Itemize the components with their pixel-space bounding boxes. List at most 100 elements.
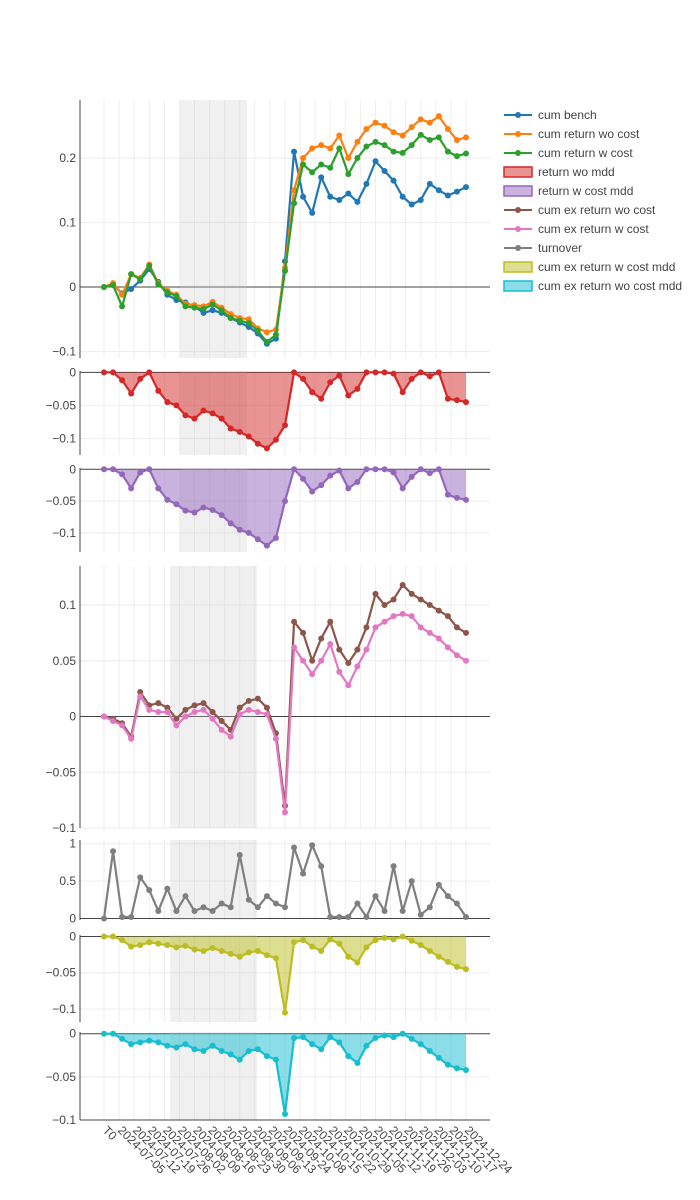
data-point <box>164 1042 171 1049</box>
legend-item[interactable]: cum ex return w cost <box>504 222 649 236</box>
data-point <box>263 1053 270 1060</box>
series-return-wo-mdd <box>101 369 469 452</box>
data-point <box>453 188 460 195</box>
data-point <box>209 908 216 915</box>
data-point <box>336 132 343 139</box>
data-point <box>327 379 334 386</box>
data-point <box>300 161 307 168</box>
legend-label: cum ex return wo cost mdd <box>538 279 682 293</box>
data-point <box>236 1056 243 1063</box>
data-point <box>119 722 126 729</box>
data-point <box>327 936 334 943</box>
data-point <box>128 943 135 950</box>
data-point <box>146 706 153 713</box>
data-point <box>408 590 415 597</box>
data-point <box>435 369 442 376</box>
data-point <box>119 1035 126 1042</box>
highlight-region <box>170 566 257 828</box>
data-point <box>354 155 361 162</box>
data-point <box>263 542 270 549</box>
data-point <box>173 501 180 508</box>
legend-item[interactable]: turnover <box>504 241 582 255</box>
data-point <box>245 706 252 713</box>
legend-item[interactable]: return wo mdd <box>503 165 615 179</box>
data-point <box>408 878 415 885</box>
data-point <box>354 479 361 485</box>
data-point <box>426 629 433 636</box>
data-point <box>227 904 234 911</box>
data-point <box>300 937 307 944</box>
data-point <box>372 138 379 145</box>
data-point <box>372 1035 379 1042</box>
data-point <box>363 914 370 921</box>
data-point <box>354 646 361 653</box>
data-point <box>309 145 316 152</box>
series-cum-ex-return-w-cost-mdd <box>101 933 469 1016</box>
y-tick-label: 0 <box>69 365 76 379</box>
data-point <box>453 136 460 143</box>
data-point <box>463 134 469 141</box>
data-point <box>435 113 442 120</box>
data-point <box>182 412 189 419</box>
data-point <box>444 395 451 402</box>
data-point <box>236 953 243 960</box>
data-point <box>137 1039 144 1046</box>
data-point <box>309 943 316 950</box>
data-point <box>245 529 252 536</box>
data-point <box>363 944 370 951</box>
legend-item[interactable]: cum return w cost <box>504 146 633 160</box>
data-point <box>146 1037 153 1044</box>
data-point <box>254 1046 261 1053</box>
drawdown-area <box>104 372 466 449</box>
data-point <box>137 276 144 283</box>
data-point <box>327 641 334 648</box>
data-point <box>200 305 207 312</box>
legend-label: cum ex return wo cost <box>538 203 656 217</box>
legend-item[interactable]: cum return wo cost <box>504 127 640 141</box>
data-point <box>300 193 307 200</box>
data-point <box>155 387 162 394</box>
data-point <box>218 512 225 519</box>
legend-item[interactable]: cum ex return wo cost <box>504 203 656 217</box>
y-tick-label: −0.1 <box>52 821 76 835</box>
data-point <box>119 303 126 310</box>
data-point <box>444 192 451 199</box>
legend-item[interactable]: cum bench <box>504 108 597 122</box>
panel-drawdown-wo-cost: −0.1 −0.05 0 <box>46 365 490 455</box>
legend-item[interactable]: return w cost mdd <box>503 184 633 198</box>
data-point <box>209 307 216 314</box>
legend-label: cum return wo cost <box>538 127 640 141</box>
legend-area-swatch <box>503 280 533 292</box>
data-point <box>336 196 343 203</box>
data-point <box>327 193 334 200</box>
legend-label: cum return w cost <box>538 146 633 160</box>
data-point <box>218 900 225 907</box>
data-point <box>327 164 334 171</box>
series-cum-ex-return-w-cost <box>101 610 469 816</box>
data-point <box>110 848 117 855</box>
data-point <box>345 485 352 492</box>
legend-item[interactable]: cum ex return wo cost mdd <box>503 279 682 293</box>
data-point <box>381 122 388 129</box>
data-point <box>363 180 370 187</box>
data-point <box>227 425 234 432</box>
data-point <box>381 908 388 915</box>
panel-turnover: 00.51 <box>59 837 490 926</box>
data-point <box>137 693 144 700</box>
data-point <box>173 722 180 729</box>
data-point <box>119 471 126 478</box>
legend-item[interactable]: cum ex return w cost mdd <box>503 260 675 274</box>
data-point <box>444 1061 451 1068</box>
data-point <box>435 187 442 194</box>
data-point <box>345 914 352 921</box>
data-point <box>227 315 234 322</box>
data-point <box>282 1009 288 1016</box>
y-tick-label: −0.1 <box>52 431 76 445</box>
data-point <box>254 947 261 954</box>
data-point <box>318 395 325 402</box>
y-tick-label: −0.1 <box>52 1113 76 1127</box>
data-point <box>155 700 162 707</box>
data-point <box>245 949 252 956</box>
data-point <box>399 1030 406 1037</box>
